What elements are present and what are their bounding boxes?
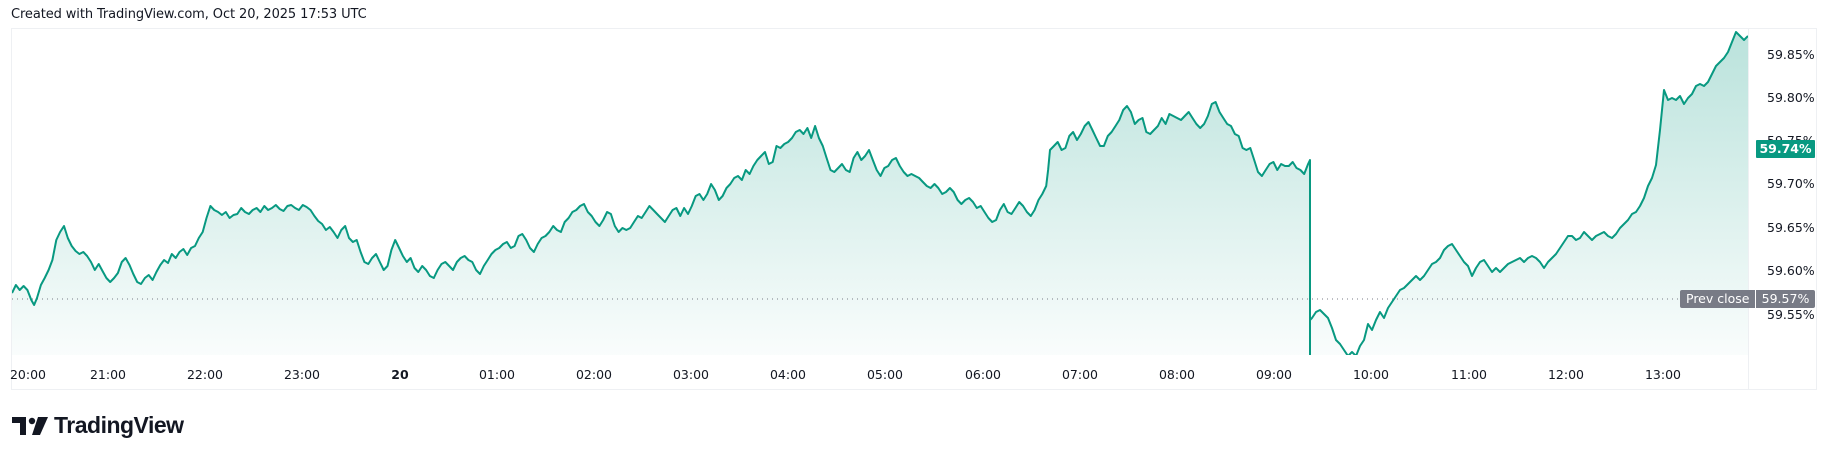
last-price-label: 59.74% bbox=[1756, 140, 1815, 158]
time-tick: 08:00 bbox=[1158, 367, 1196, 382]
time-tick: 06:00 bbox=[964, 367, 1002, 382]
time-tick: 10:00 bbox=[1352, 367, 1390, 382]
tradingview-logo-text: TradingView bbox=[54, 412, 184, 438]
time-tick: 04:00 bbox=[769, 367, 807, 382]
time-tick: 03:00 bbox=[672, 367, 710, 382]
time-tick: 22:00 bbox=[186, 367, 224, 382]
area-fill bbox=[12, 32, 1748, 355]
time-tick: 23:00 bbox=[283, 367, 321, 382]
time-tick: 20 bbox=[391, 367, 409, 382]
time-tick: 13:00 bbox=[1644, 367, 1682, 382]
price-axis-separator bbox=[1748, 28, 1749, 390]
price-line bbox=[12, 31, 1748, 355]
time-tick: 21:00 bbox=[89, 367, 127, 382]
price-tick: 59.70% bbox=[1767, 176, 1815, 191]
prev-close-label: Prev close bbox=[1680, 290, 1756, 308]
chart-frame bbox=[11, 28, 1817, 390]
time-tick: 12:00 bbox=[1547, 367, 1585, 382]
time-tick: 09:00 bbox=[1255, 367, 1293, 382]
time-tick: 20:00 bbox=[9, 367, 47, 382]
price-tick: 59.85% bbox=[1767, 47, 1815, 62]
prev-close-value: 59.57% bbox=[1756, 290, 1815, 308]
price-tick: 59.55% bbox=[1767, 307, 1815, 322]
time-tick: 11:00 bbox=[1450, 367, 1488, 382]
time-tick: 07:00 bbox=[1061, 367, 1099, 382]
time-tick: 05:00 bbox=[866, 367, 904, 382]
price-tick: 59.65% bbox=[1767, 220, 1815, 235]
price-tick: 59.60% bbox=[1767, 263, 1815, 278]
tradingview-logo-icon bbox=[12, 416, 48, 435]
tradingview-logo[interactable]: TradingView bbox=[12, 412, 184, 439]
price-tick: 59.80% bbox=[1767, 90, 1815, 105]
time-tick: 02:00 bbox=[575, 367, 613, 382]
chart-caption: Created with TradingView.com, Oct 20, 20… bbox=[11, 7, 367, 22]
time-tick: 01:00 bbox=[478, 367, 516, 382]
